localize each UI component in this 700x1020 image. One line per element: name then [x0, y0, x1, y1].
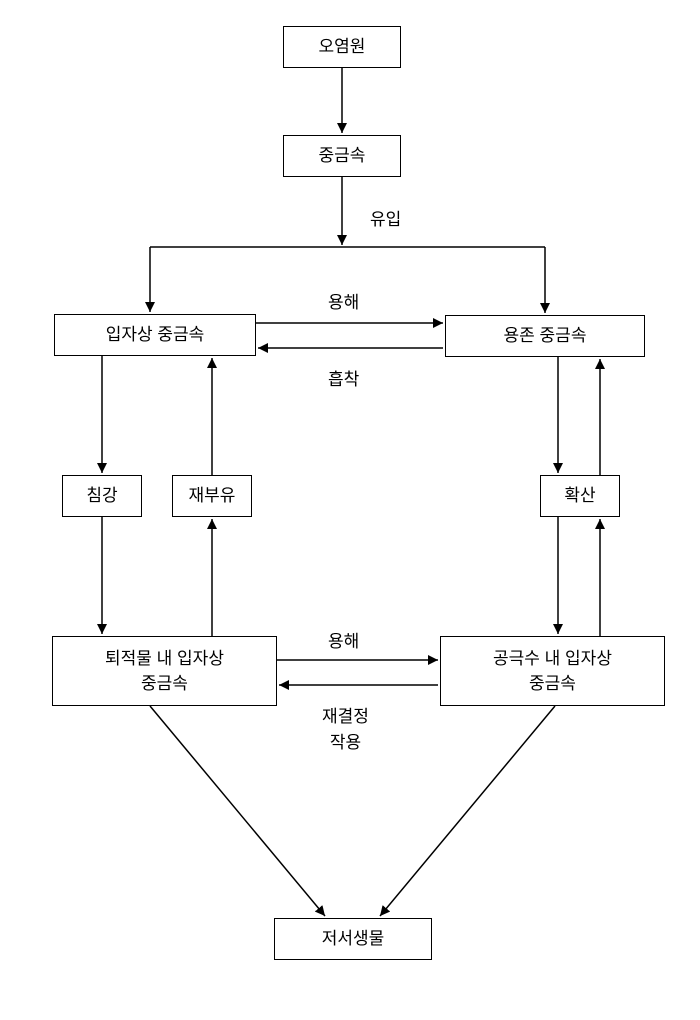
node-diffusion: 확산 [540, 475, 620, 517]
edge-label-inflow: 유입 [370, 207, 401, 233]
node-resuspension: 재부유 [172, 475, 252, 517]
node-label: 퇴적물 내 입자상 중금속 [105, 646, 224, 697]
edge-label-dissolve2: 용해 [328, 629, 359, 655]
node-source: 오염원 [283, 26, 401, 68]
edge-label-dissolve1: 용해 [328, 290, 359, 316]
edge-label-adsorption: 흡착 [328, 367, 359, 393]
node-heavy-metal: 중금속 [283, 135, 401, 177]
node-sediment: 퇴적물 내 입자상 중금속 [52, 636, 277, 706]
node-label: 저서생물 [322, 926, 385, 952]
node-label: 용존 중금속 [504, 323, 587, 349]
node-label: 입자상 중금속 [106, 322, 205, 348]
node-dissolved: 용존 중금속 [445, 315, 645, 357]
node-label: 재부유 [189, 483, 236, 509]
node-label: 오염원 [319, 34, 366, 60]
node-benthos: 저서생물 [274, 918, 432, 960]
node-particulate: 입자상 중금속 [54, 314, 256, 356]
node-label: 공극수 내 입자상 중금속 [493, 646, 612, 697]
edge-label-recrystallize: 재결정 작용 [322, 704, 369, 755]
node-sedimentation: 침강 [62, 475, 142, 517]
node-porewater: 공극수 내 입자상 중금속 [440, 636, 665, 706]
node-label: 중금속 [319, 143, 366, 169]
node-label: 침강 [86, 483, 117, 509]
node-label: 확산 [564, 483, 595, 509]
